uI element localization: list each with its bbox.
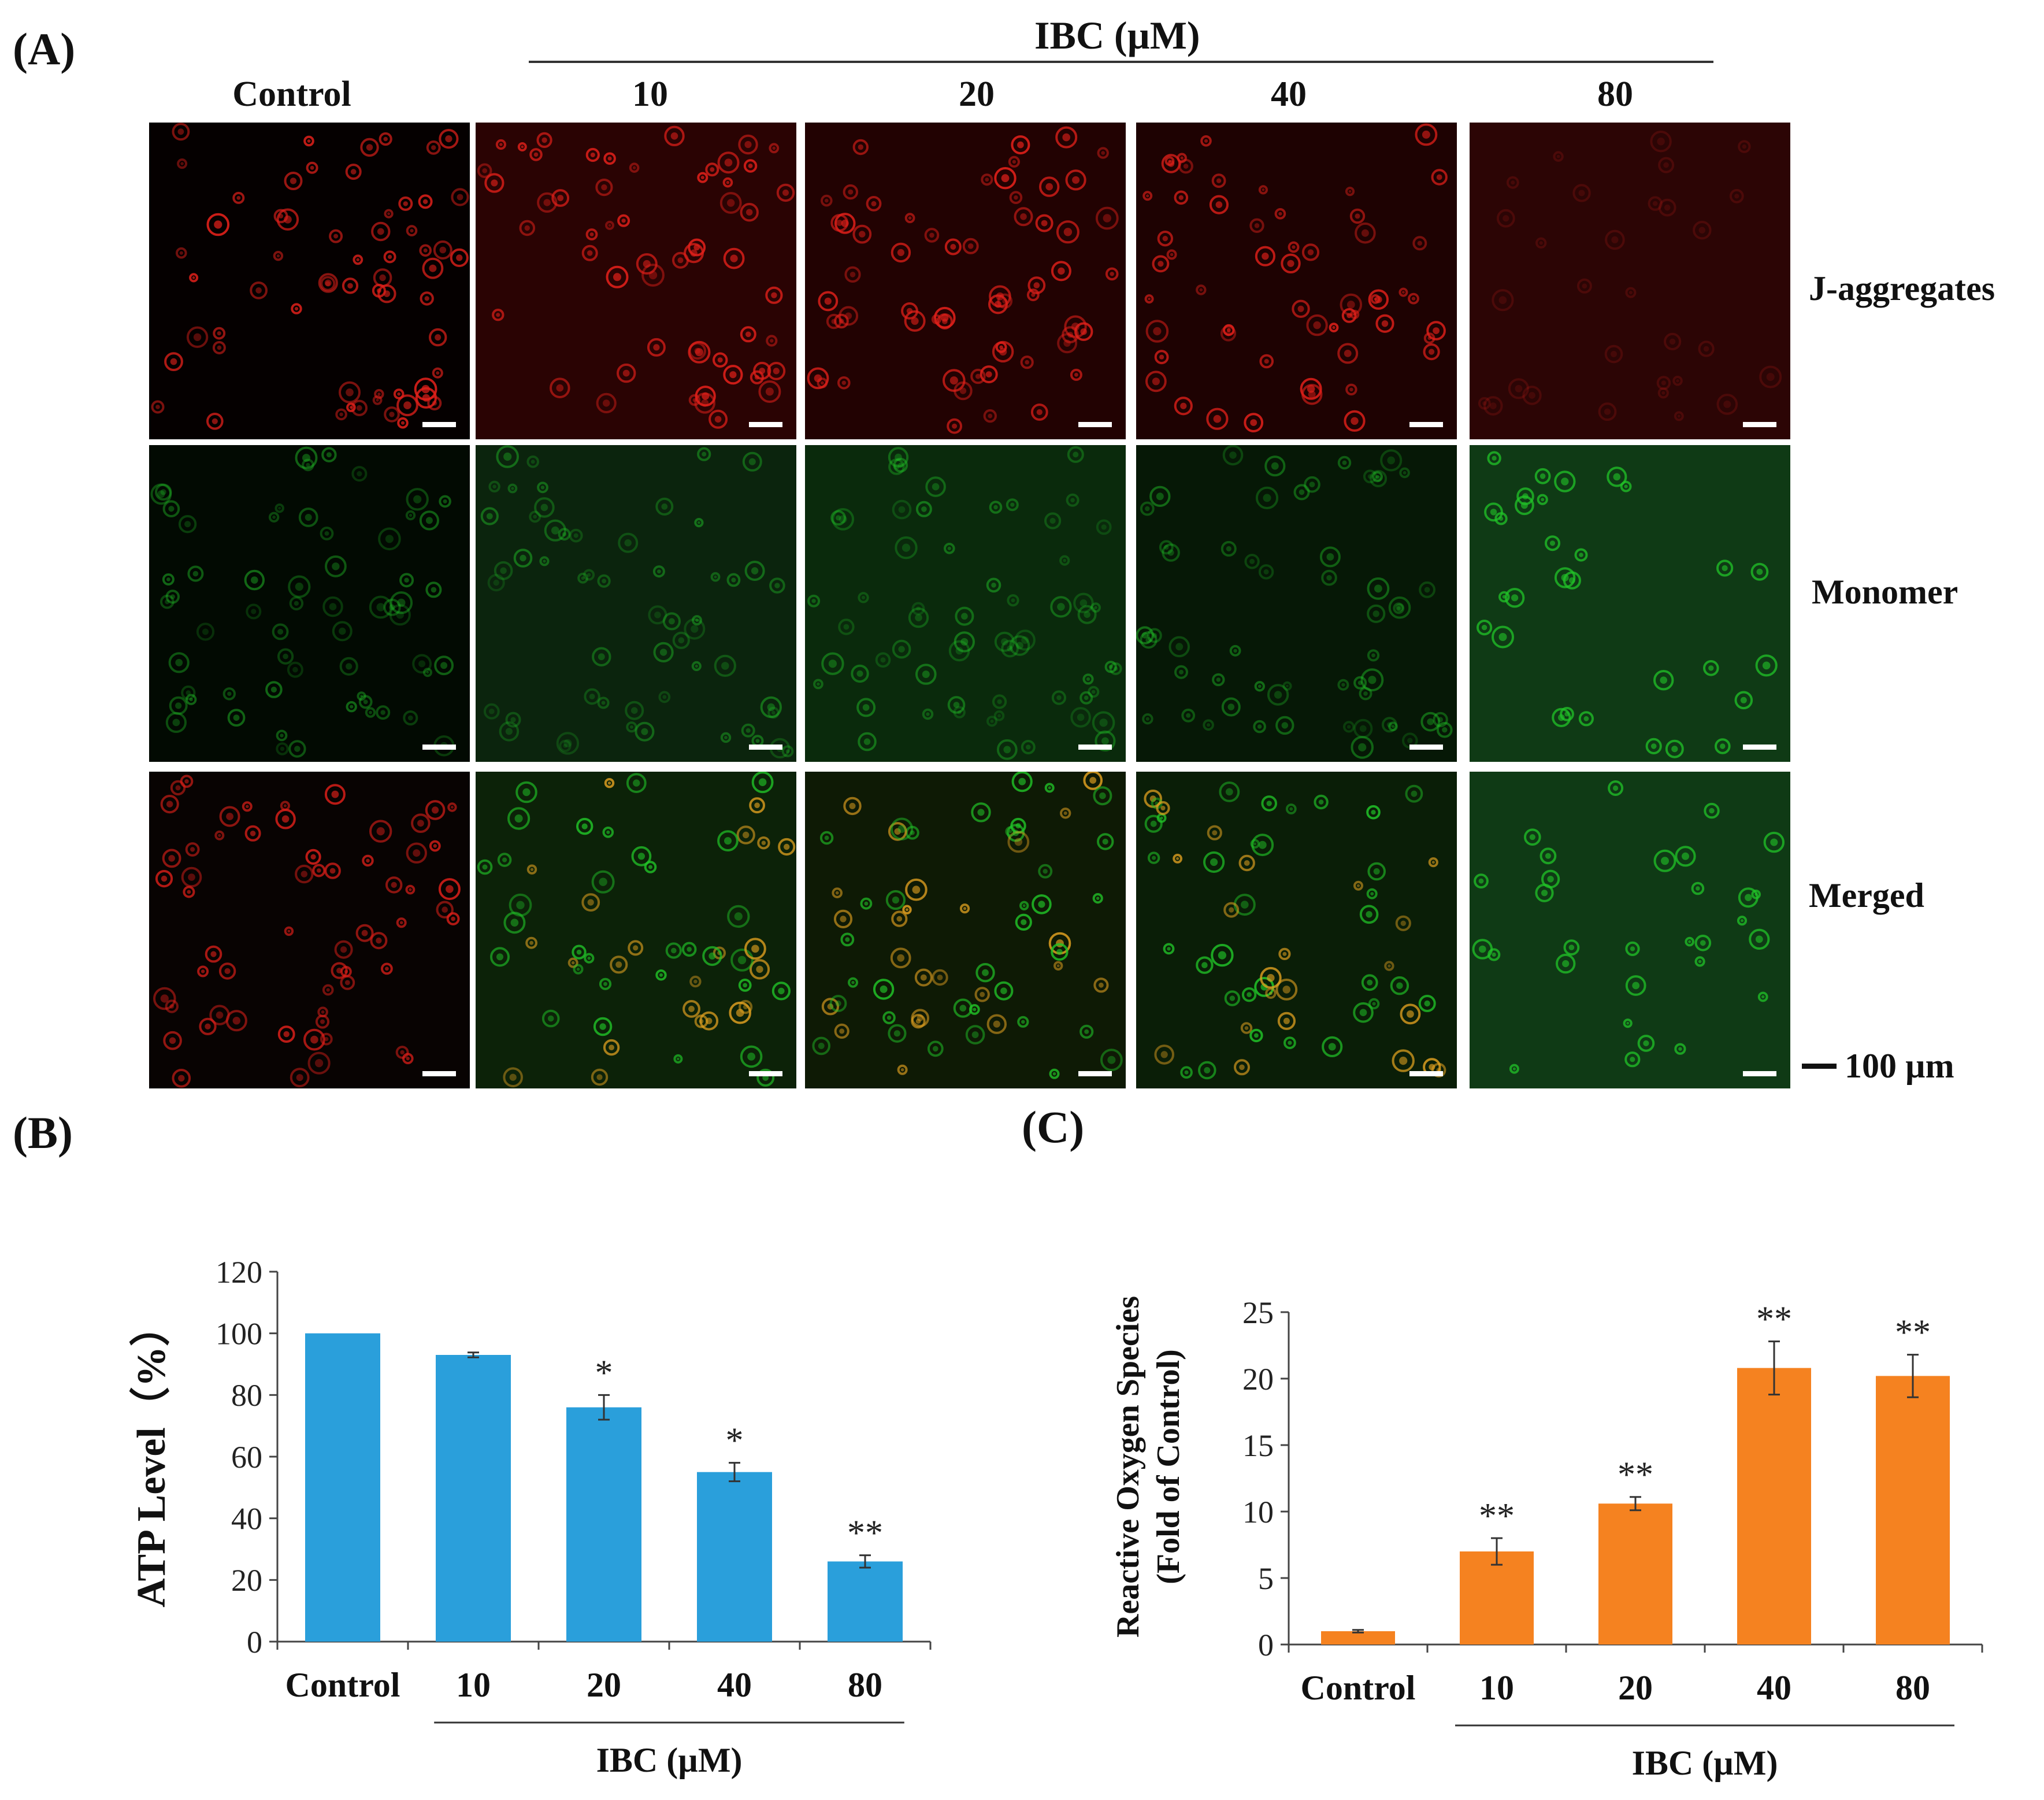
ros-bar-chart: 0 5 10 15 20 25 Control ** 10 ** 20 ** 40 ** 80 IBC (µM… (1110, 1295, 1983, 1782)
micrograph-j-aggregates-80 (1470, 123, 1790, 439)
y-tick-label: 5 (1258, 1561, 1274, 1596)
micrograph-j-aggregates-20 (805, 123, 1126, 439)
y-tick-label: 25 (1242, 1295, 1274, 1330)
micrograph-scale-bar (1078, 1071, 1112, 1076)
bar-control (1321, 1631, 1395, 1645)
micrograph-scale-bar (1743, 745, 1776, 750)
y-tick-label: 20 (231, 1563, 262, 1598)
scale-bar-label: 100 µm (1845, 1047, 1954, 1085)
y-tick-label: 10 (1242, 1495, 1274, 1529)
bar-80 (828, 1561, 903, 1642)
micrograph-scale-bar (1743, 1071, 1776, 1076)
group-label: IBC (µM) (596, 1741, 743, 1779)
col-head-10: 10 (632, 75, 668, 114)
significance-mark: ** (847, 1514, 883, 1553)
category-label: 10 (1479, 1669, 1514, 1707)
col-head-control: Control (232, 75, 351, 114)
row-label-j-aggregates: J-aggregates (1809, 269, 1995, 308)
y-tick-label: 120 (216, 1255, 262, 1290)
micrograph-merged-80 (1470, 772, 1790, 1088)
bar-20 (566, 1407, 641, 1642)
category-label: 80 (848, 1666, 882, 1704)
micrograph-monomer-80 (1470, 445, 1790, 762)
micrograph-merged-10 (476, 772, 796, 1088)
significance-mark: * (726, 1421, 744, 1461)
col-head-20: 20 (959, 75, 995, 114)
micrograph-j-aggregates-10 (476, 123, 796, 439)
micrograph-merged-40 (1136, 772, 1457, 1088)
micrograph-merged-20 (805, 772, 1126, 1088)
row-label-monomer: Monomer (1812, 573, 1958, 611)
group-label: IBC (µM) (1632, 1744, 1778, 1782)
category-label: Control (1301, 1669, 1416, 1707)
micrograph-scale-bar (749, 1071, 782, 1076)
y-axis-label-line: Reactive Oxygen Species (1110, 1296, 1146, 1638)
micrograph-scale-bar (422, 422, 456, 427)
significance-mark: ** (1895, 1313, 1931, 1353)
ibc-group-label: IBC (µM) (1034, 13, 1200, 57)
bar-80 (1876, 1376, 1950, 1645)
significance-mark: ** (1618, 1455, 1653, 1495)
y-tick-label: 40 (231, 1502, 262, 1536)
micrograph-scale-bar (1409, 422, 1443, 427)
micrograph-scale-bar (1743, 422, 1776, 427)
micrograph-scale-bar (749, 745, 782, 750)
micrograph-scale-bar (422, 1071, 456, 1076)
y-tick-label: 20 (1242, 1362, 1274, 1397)
y-tick-label: 0 (247, 1625, 262, 1660)
category-label: 40 (717, 1666, 752, 1704)
micrograph-scale-bar (1409, 1071, 1443, 1076)
panel-c-label: (C) (1022, 1102, 1085, 1152)
ibc-group-rule (529, 61, 1713, 63)
bar-10 (436, 1355, 511, 1642)
micrograph-scale-bar (749, 422, 782, 427)
y-tick-label: 60 (231, 1440, 262, 1475)
panel-a-label: (A) (13, 24, 76, 74)
micrograph-monomer-control (149, 445, 470, 762)
micrograph-j-aggregates-control (149, 123, 470, 439)
category-label: 40 (1757, 1669, 1791, 1707)
atp-bar-chart: 0 20 40 60 80 100 120 Control 10 * 20 * 40 ** 80 IBC (µ… (129, 1255, 932, 1779)
col-head-80: 80 (1597, 75, 1633, 114)
micrograph-merged-control (149, 772, 470, 1088)
y-tick-label: 100 (216, 1317, 262, 1351)
micrograph-scale-bar (1409, 745, 1443, 750)
micrograph-scale-bar (1078, 745, 1112, 750)
category-label: 20 (1618, 1669, 1653, 1707)
bar-control (305, 1333, 380, 1642)
panel-b-label: (B) (13, 1108, 73, 1158)
bar-40 (697, 1472, 772, 1642)
y-tick-label: 15 (1242, 1428, 1274, 1463)
micrograph-monomer-10 (476, 445, 796, 762)
micrograph-scale-bar (422, 745, 456, 750)
category-label: Control (285, 1666, 400, 1704)
micrograph-monomer-40 (1136, 445, 1457, 762)
y-axis-label: ATP Level（%） (129, 1306, 174, 1608)
significance-mark: ** (1479, 1497, 1515, 1536)
micrograph-monomer-20 (805, 445, 1126, 762)
bar-10 (1460, 1551, 1534, 1645)
micrograph-j-aggregates-40 (1136, 123, 1457, 439)
row-label-merged: Merged (1809, 876, 1924, 914)
scale-bar-legend (1802, 1064, 1837, 1069)
category-label: 80 (1895, 1669, 1930, 1707)
category-label: 10 (456, 1666, 491, 1704)
bar-20 (1598, 1503, 1672, 1645)
bar-40 (1737, 1368, 1811, 1645)
y-axis-label-line: (Fold of Control) (1151, 1349, 1186, 1584)
significance-mark: ** (1756, 1300, 1792, 1339)
category-label: 20 (587, 1666, 621, 1704)
y-tick-label: 0 (1258, 1628, 1274, 1662)
col-head-40: 40 (1271, 75, 1307, 114)
y-tick-label: 80 (231, 1378, 262, 1413)
significance-mark: * (595, 1353, 613, 1392)
micrograph-scale-bar (1078, 422, 1112, 427)
